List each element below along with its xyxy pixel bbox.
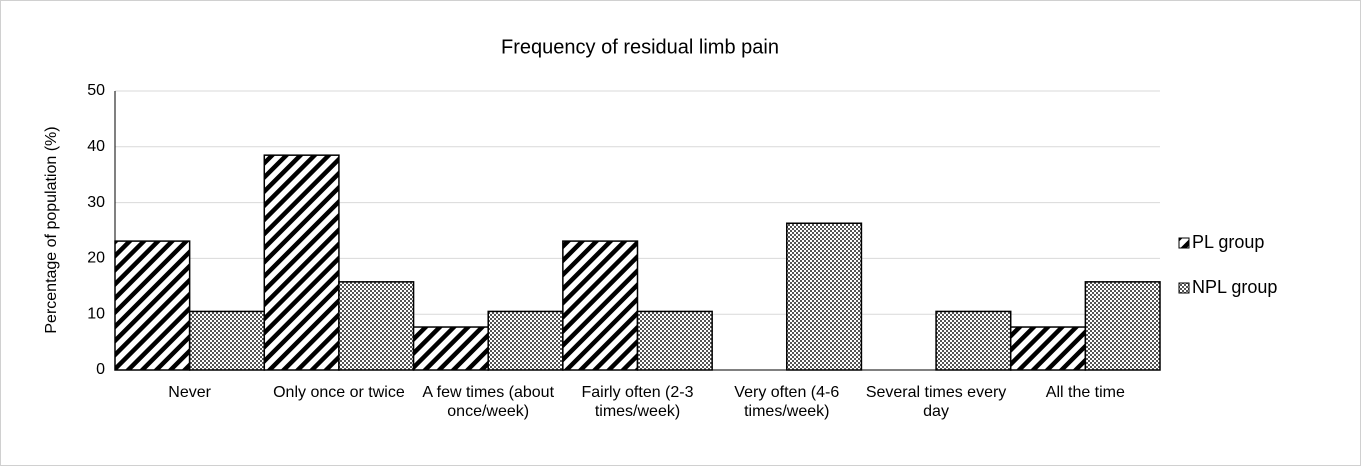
bar <box>188 310 266 371</box>
bar <box>487 310 564 371</box>
x-tick-label: Fairly often (2-3 times/week) <box>581 384 694 420</box>
bar <box>263 154 340 371</box>
bar <box>412 326 489 371</box>
x-tick-label: Only once or twice <box>273 384 405 401</box>
x-tick-label: Very often (4-6 times/week) <box>734 384 840 420</box>
bar <box>636 310 713 371</box>
y-tick-label: 20 <box>87 250 105 267</box>
y-tick-label: 0 <box>96 361 105 378</box>
bar <box>1009 326 1087 371</box>
bar <box>935 310 1012 371</box>
bar <box>338 281 415 371</box>
y-tick-label: 10 <box>87 305 105 322</box>
y-tick-label: 30 <box>87 194 105 211</box>
x-tick-label: Never <box>168 384 211 401</box>
x-tick-label: Several times every day <box>865 384 1007 420</box>
x-tick-label: A few times (about once/week) <box>422 384 555 420</box>
bar <box>1084 281 1161 371</box>
y-tick-label: 40 <box>87 138 105 155</box>
bar <box>114 240 191 371</box>
bar <box>562 240 639 371</box>
x-tick-label: All the time <box>1045 384 1125 401</box>
bar <box>786 222 863 371</box>
y-axis-label: Percentage of population (%) <box>43 126 60 333</box>
legend-label: NPL group <box>1192 277 1277 297</box>
legend-swatch <box>1178 282 1190 294</box>
y-tick-label: 50 <box>87 82 105 99</box>
legend-label: PL group <box>1192 232 1264 252</box>
chart-title: Frequency of residual limb pain <box>501 36 779 58</box>
legend-swatch <box>1178 237 1190 249</box>
